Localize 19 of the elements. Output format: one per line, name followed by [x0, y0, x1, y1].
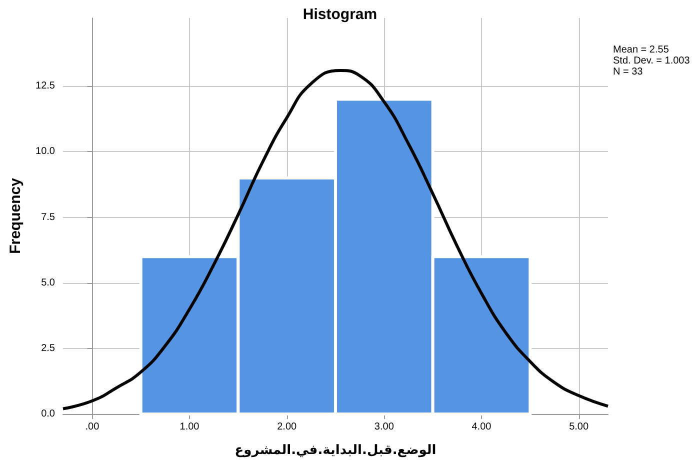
x-tick-label: 2.00 [277, 422, 298, 432]
y-tick-label: 2.5 [41, 342, 56, 354]
chart-title: Histogram [302, 6, 378, 23]
text: Std. Dev. = 1.003 [613, 56, 690, 66]
y-tick-label: 10.0 [36, 146, 56, 158]
y-tick-label: 7.5 [41, 212, 56, 223]
y-tick-label: 5.0 [41, 277, 56, 288]
y-tick-label: 0.0 [41, 408, 56, 420]
x-tick-label: 5.00 [569, 422, 589, 432]
y-axis-title: Frequency [7, 177, 24, 254]
x-tick-label: 3.00 [374, 422, 394, 432]
line-series [62, 68, 610, 410]
y-tick-label: 12.5 [36, 80, 56, 92]
x-tick-label: 1.00 [180, 422, 200, 432]
x-tick-label: .00 [85, 422, 100, 432]
x-tick-label: 4.00 [472, 422, 492, 432]
text: N = 33 [613, 66, 644, 78]
x-axis-title: الوضع.قبل.البداية.في.المشروع [234, 443, 436, 458]
text: Mean = 2.55 [613, 44, 670, 56]
